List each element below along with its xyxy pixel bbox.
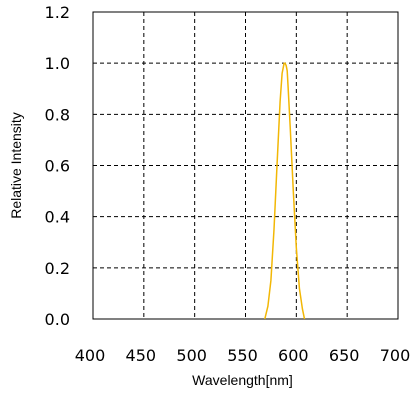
y-tick-label: 0.2 xyxy=(45,259,70,278)
y-tick-label: 0.0 xyxy=(45,310,70,329)
series-group xyxy=(264,62,306,320)
grid-lines xyxy=(93,12,398,319)
y-tick-label: 0.8 xyxy=(45,105,70,124)
y-tick-label: 0.4 xyxy=(45,208,70,227)
y-tick-label: 1.0 xyxy=(45,54,70,73)
plot-frame xyxy=(92,11,399,320)
x-tick-labels: 400 450 500 550 600 650 700 xyxy=(75,346,411,365)
y-tick-label: 1.2 xyxy=(45,3,70,22)
y-tick-label: 0.6 xyxy=(45,157,70,176)
y-tick-labels: 0.0 0.2 0.4 0.6 0.8 1.0 1.2 xyxy=(45,3,70,329)
x-tick-label: 450 xyxy=(126,346,157,365)
x-tick-label: 650 xyxy=(329,346,360,365)
x-tick-label: 500 xyxy=(176,346,207,365)
x-axis-label: Wavelength[nm] xyxy=(192,372,293,388)
x-tick-label: 600 xyxy=(278,346,309,365)
x-tick-label: 550 xyxy=(227,346,258,365)
y-axis-label: Relative Intensity xyxy=(8,112,24,219)
x-tick-label: 400 xyxy=(75,346,106,365)
spectrum-line xyxy=(264,62,306,320)
x-tick-label: 700 xyxy=(380,346,411,365)
